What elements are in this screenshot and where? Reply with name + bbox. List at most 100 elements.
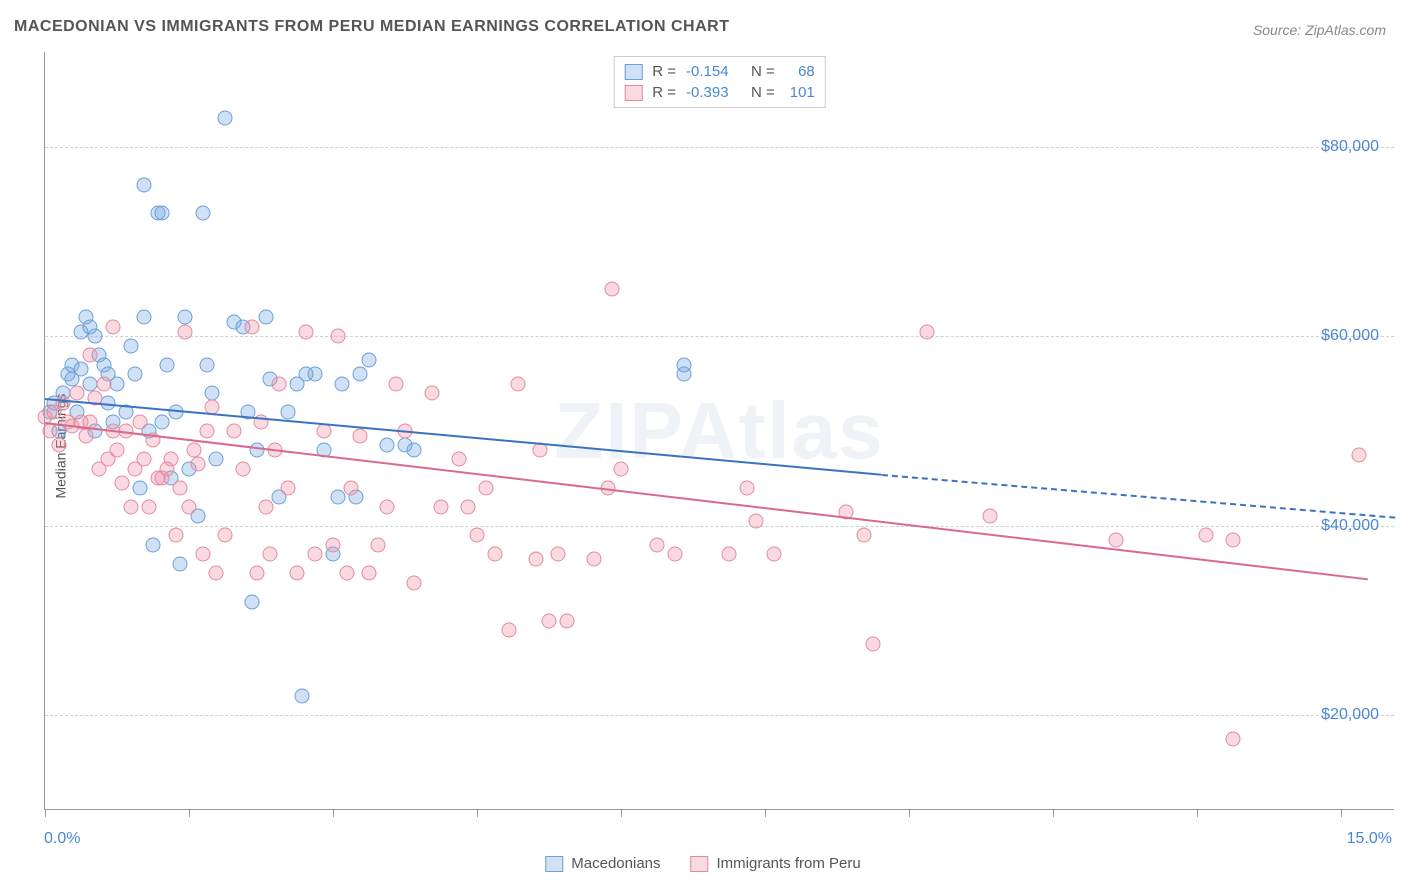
data-point (123, 499, 138, 514)
data-point (362, 566, 377, 581)
data-point (132, 480, 147, 495)
data-point (195, 547, 210, 562)
trend-line-extrapolated (882, 474, 1395, 519)
data-point (114, 476, 129, 491)
data-point (281, 480, 296, 495)
data-point (749, 514, 764, 529)
data-point (281, 405, 296, 420)
data-point (164, 452, 179, 467)
data-point (78, 428, 93, 443)
data-point (272, 376, 287, 391)
data-point (294, 689, 309, 704)
data-point (258, 310, 273, 325)
data-point (722, 547, 737, 562)
data-point (353, 367, 368, 382)
legend-n-prefix: N = (751, 63, 775, 80)
data-point (326, 537, 341, 552)
data-point (204, 386, 219, 401)
gridline (45, 526, 1394, 527)
data-point (560, 613, 575, 628)
data-point (461, 499, 476, 514)
legend-series-label: Immigrants from Peru (717, 855, 861, 872)
data-point (1109, 532, 1124, 547)
data-point (173, 556, 188, 571)
data-point (740, 480, 755, 495)
legend-row: R =-0.393N =101 (624, 82, 815, 103)
data-point (380, 438, 395, 453)
data-point (137, 310, 152, 325)
data-point (177, 324, 192, 339)
data-point (371, 537, 386, 552)
y-tick-label: $40,000 (1321, 517, 1379, 535)
data-point (128, 367, 143, 382)
x-axis-max-label: 15.0% (1347, 830, 1392, 848)
data-point (218, 111, 233, 126)
data-point (344, 480, 359, 495)
x-tick (1341, 809, 1342, 817)
data-point (245, 594, 260, 609)
data-point (668, 547, 683, 562)
data-point (330, 490, 345, 505)
data-point (551, 547, 566, 562)
legend-r-prefix: R = (652, 63, 676, 80)
data-point (56, 395, 71, 410)
data-point (339, 566, 354, 581)
data-point (335, 376, 350, 391)
data-point (479, 480, 494, 495)
data-point (191, 457, 206, 472)
x-tick (909, 809, 910, 817)
data-point (299, 324, 314, 339)
data-point (501, 622, 516, 637)
data-point (236, 461, 251, 476)
legend-swatch (545, 856, 563, 872)
data-point (146, 537, 161, 552)
data-point (425, 386, 440, 401)
data-point (407, 575, 422, 590)
data-point (1226, 731, 1241, 746)
data-point (195, 206, 210, 221)
legend-series-item: Macedonians (545, 855, 660, 872)
gridline (45, 336, 1394, 337)
source-label: Source: ZipAtlas.com (1253, 22, 1386, 38)
legend-swatch (624, 64, 642, 80)
data-point (614, 461, 629, 476)
data-point (857, 528, 872, 543)
x-tick (477, 809, 478, 817)
data-point (353, 428, 368, 443)
legend-r-prefix: R = (652, 84, 676, 101)
data-point (249, 566, 264, 581)
legend-r-value: -0.154 (686, 63, 741, 80)
x-axis-min-label: 0.0% (44, 830, 80, 848)
data-point (258, 499, 273, 514)
data-point (330, 329, 345, 344)
data-point (1226, 532, 1241, 547)
data-point (200, 357, 215, 372)
legend-row: R =-0.154N =68 (624, 61, 815, 82)
y-tick-label: $80,000 (1321, 138, 1379, 156)
data-point (177, 310, 192, 325)
x-tick (1197, 809, 1198, 817)
x-tick (189, 809, 190, 817)
data-point (587, 551, 602, 566)
data-point (542, 613, 557, 628)
data-point (677, 357, 692, 372)
data-point (362, 352, 377, 367)
data-point (110, 442, 125, 457)
data-point (920, 324, 935, 339)
watermark: ZIPAtlas (554, 385, 884, 477)
data-point (141, 499, 156, 514)
data-point (1352, 447, 1367, 462)
chart-title: MACEDONIAN VS IMMIGRANTS FROM PERU MEDIA… (14, 18, 729, 36)
x-tick (1053, 809, 1054, 817)
data-point (434, 499, 449, 514)
legend-r-value: -0.393 (686, 84, 741, 101)
data-point (137, 452, 152, 467)
legend-swatch (624, 85, 642, 101)
data-point (866, 637, 881, 652)
series-legend: Macedonians Immigrants from Peru (545, 855, 860, 872)
legend-series-item: Immigrants from Peru (691, 855, 861, 872)
data-point (1199, 528, 1214, 543)
data-point (227, 424, 242, 439)
y-tick-label: $60,000 (1321, 327, 1379, 345)
data-point (83, 348, 98, 363)
